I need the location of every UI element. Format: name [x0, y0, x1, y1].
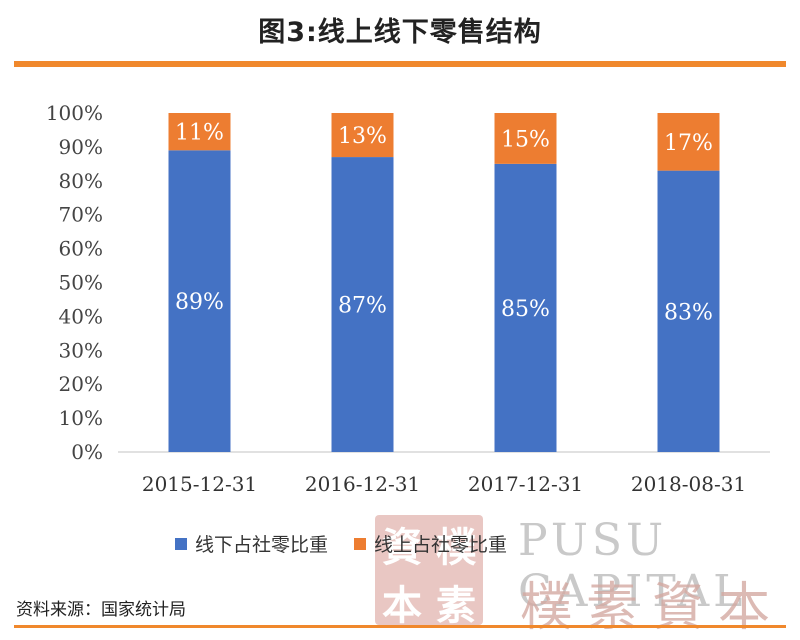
x-tick-label: 2015-12-31 — [142, 472, 257, 496]
top-divider — [14, 61, 786, 67]
watermark-text-en: PUSU CAPITAL — [518, 515, 747, 617]
y-tick-label: 50% — [59, 271, 103, 295]
data-label-online: 11% — [175, 121, 224, 146]
legend-item-offline: 线下占社零比重 — [175, 530, 328, 557]
legend-item-online: 线上占社零比重 — [354, 530, 507, 557]
bar-segment-offline — [657, 170, 720, 452]
bottom-divider — [14, 625, 786, 628]
y-tick-label: 20% — [59, 372, 103, 396]
y-tick-label: 80% — [59, 169, 103, 193]
legend-swatch-offline — [175, 537, 187, 550]
y-tick-label: 100% — [46, 101, 103, 125]
y-tick-label: 40% — [59, 304, 103, 328]
bar-segment-offline — [168, 150, 231, 453]
watermark-seal-char: 本 — [382, 582, 422, 629]
data-label-offline: 85% — [501, 297, 550, 322]
data-label-online: 13% — [338, 124, 387, 149]
y-tick-label: 60% — [59, 237, 103, 261]
source-note: 资料来源：国家统计局 — [16, 600, 186, 620]
y-tick-label: 70% — [59, 203, 103, 227]
data-label-online: 15% — [501, 127, 550, 152]
legend-label-offline: 线下占社零比重 — [195, 534, 329, 556]
bar-segment-offline — [494, 163, 557, 452]
bar-segment-online — [494, 113, 557, 164]
data-label-offline: 83% — [664, 300, 713, 325]
watermark-text-cn: 樸素資本 — [520, 578, 785, 638]
watermark-seal-char: 素 — [436, 582, 476, 629]
chart-legend: 线下占社零比重 线上占社零比重 — [175, 530, 523, 557]
data-label-offline: 89% — [175, 290, 224, 315]
legend-swatch-online — [354, 537, 367, 550]
chart-title: 图3:线上线下零售结构 — [258, 17, 542, 48]
bar-segment-online — [657, 113, 720, 171]
y-tick-label: 0% — [71, 440, 103, 464]
bar-segment-offline — [331, 157, 394, 452]
bar-segment-online — [168, 113, 231, 151]
watermark-seal-char: 資 — [382, 524, 422, 571]
x-tick-label: 2016-12-31 — [305, 472, 420, 496]
data-label-offline: 87% — [338, 294, 387, 319]
bar-segment-online — [331, 113, 394, 158]
y-tick-label: 90% — [59, 135, 103, 159]
watermark-seal: 資 樸 本 素 — [375, 515, 483, 629]
legend-label-online: 线上占社零比重 — [374, 534, 508, 556]
x-tick-label: 2017-12-31 — [468, 472, 583, 496]
y-tick-label: 10% — [59, 406, 103, 430]
x-tick-label: 2018-08-31 — [631, 472, 746, 496]
data-label-online: 17% — [664, 131, 713, 156]
watermark-seal-char: 樸 — [436, 524, 476, 571]
y-tick-label: 30% — [59, 338, 103, 362]
